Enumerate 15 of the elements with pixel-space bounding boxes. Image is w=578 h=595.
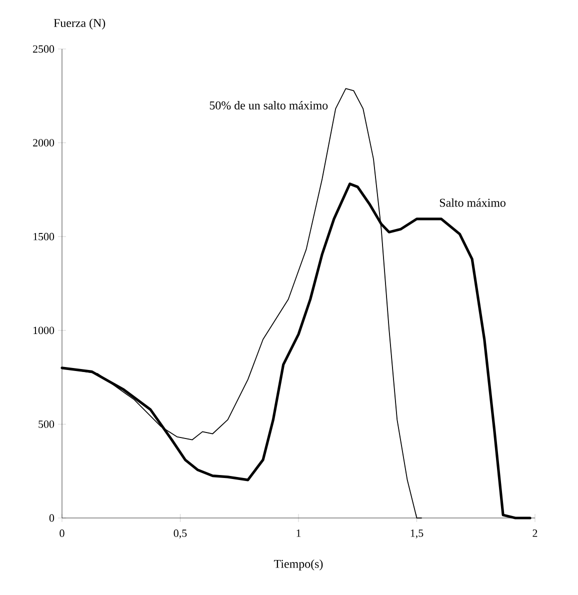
y-tick-label: 1000 xyxy=(34,326,54,334)
y-tick-label: 2000 xyxy=(33,139,54,146)
y-tick-label: 500 xyxy=(38,420,54,428)
y-tick-label: 0 xyxy=(49,514,54,522)
x-axis-title: Tiempo(s) xyxy=(274,560,323,570)
y-tick-label: 1500 xyxy=(34,232,54,240)
x-tick-label: 1,5 xyxy=(410,530,424,538)
series-label: 50% de un salto máximo xyxy=(210,101,328,110)
x-tick-label: 0 xyxy=(60,530,64,537)
x-tick-label: 2 xyxy=(532,530,538,537)
y-axis-title: Fuerza (N) xyxy=(54,18,106,30)
x-tick-label: 0,5 xyxy=(174,530,187,538)
x-tick-label: 1 xyxy=(296,530,301,537)
series-label: Salto máximo xyxy=(440,198,506,207)
y-tick-label: 2500 xyxy=(33,45,54,53)
